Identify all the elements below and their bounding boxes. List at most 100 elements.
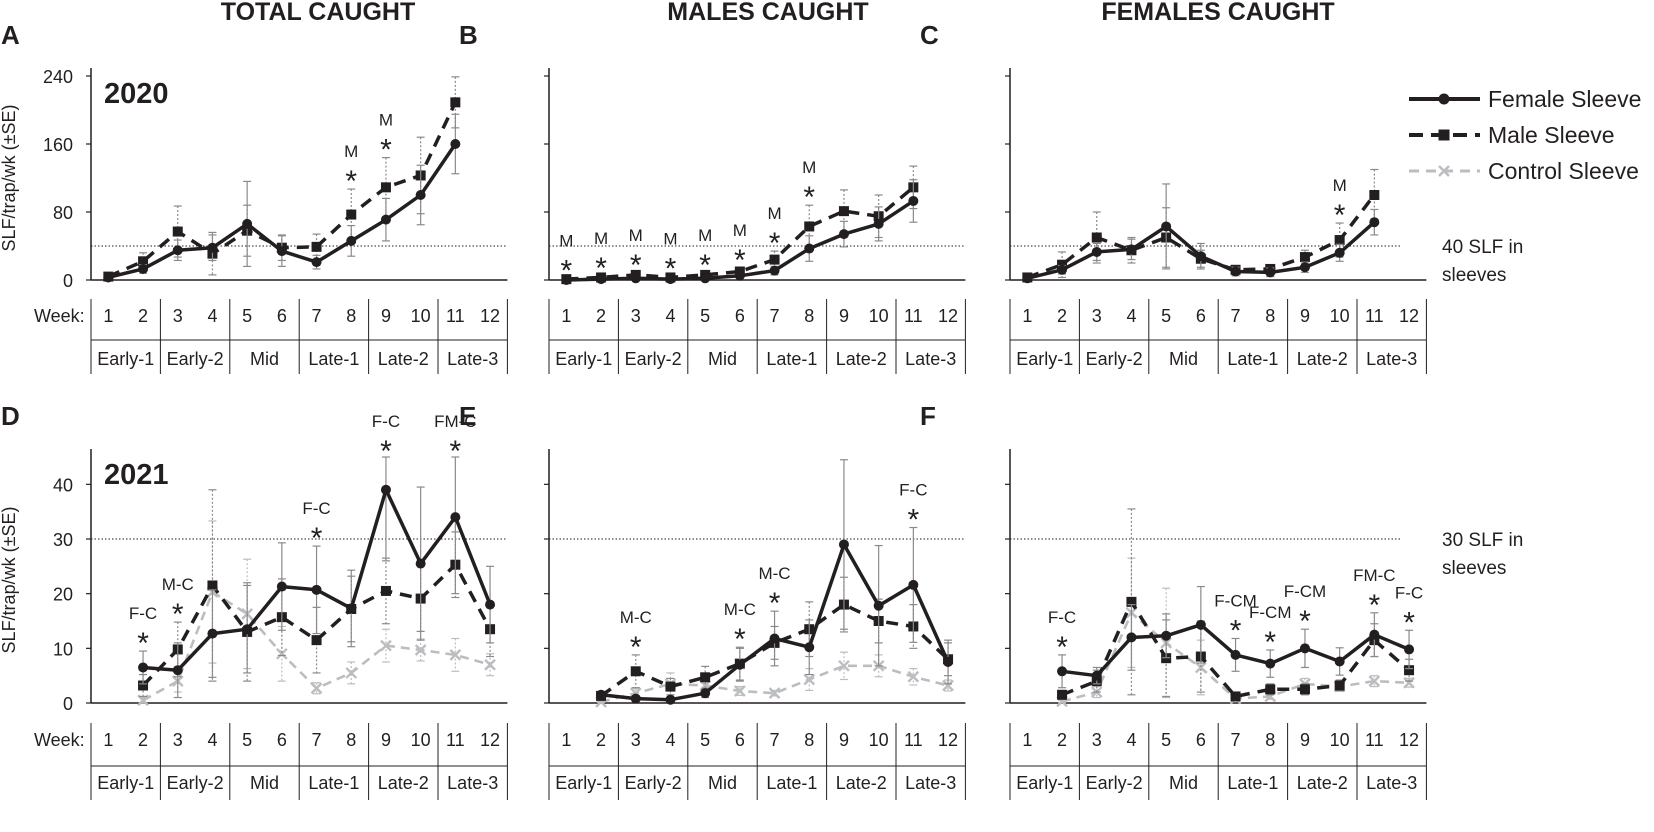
significance-star: * <box>172 598 184 631</box>
point-control <box>414 644 427 656</box>
significance-label: M <box>733 221 747 240</box>
week-label: 11 <box>446 306 465 326</box>
threshold-label: 40 SLF in <box>1442 237 1523 258</box>
point-female <box>1091 670 1102 681</box>
week-label: 9 <box>839 306 849 326</box>
y-axis-label: SLF/trap/wk (±SE) <box>0 507 19 654</box>
week-label: 11 <box>904 730 923 750</box>
significance-star: * <box>1264 626 1276 659</box>
period-label: Mid <box>250 349 279 369</box>
week-label: 4 <box>207 730 217 750</box>
week-label: 12 <box>1399 306 1419 326</box>
point-control <box>838 659 850 672</box>
week-label: 11 <box>1365 730 1384 750</box>
point-female <box>1404 644 1415 655</box>
col-title-males: MALES CAUGHT <box>667 0 868 26</box>
panel-letter-f: F <box>920 401 936 431</box>
y-tick-label: 0 <box>63 271 73 291</box>
period-label: Late-1 <box>1227 349 1278 369</box>
week-label: 8 <box>1265 730 1275 750</box>
y-tick-label: 10 <box>53 639 73 659</box>
period-label: Late-1 <box>308 349 359 369</box>
period-label: Early-1 <box>97 349 154 369</box>
series-female <box>103 113 461 283</box>
point-control <box>380 639 392 652</box>
significance-star: * <box>769 587 781 620</box>
point-male <box>630 666 641 677</box>
significance-star: * <box>380 435 392 468</box>
significance-label: M <box>594 229 608 248</box>
significance-label: M <box>379 111 393 130</box>
week-label: 9 <box>1300 730 1310 750</box>
point-female <box>838 229 849 240</box>
point-female <box>1195 619 1206 630</box>
week-label: 6 <box>1196 306 1206 326</box>
legend-label-male: Male Sleeve <box>1488 122 1615 148</box>
y-tick-label: 160 <box>43 135 73 155</box>
legend-label-control: Control Sleeve <box>1488 158 1639 184</box>
week-label: 6 <box>277 730 287 750</box>
point-male <box>380 182 391 193</box>
week-label: 2 <box>138 730 148 750</box>
point-female <box>769 265 780 276</box>
week-label: 5 <box>242 730 252 750</box>
col-title-total: TOTAL CAUGHT <box>221 0 415 26</box>
point-female <box>1334 247 1345 258</box>
point-female <box>1334 656 1345 667</box>
week-label: 5 <box>1161 306 1171 326</box>
threshold-label: sleeves <box>1442 558 1506 579</box>
week-label: 1 <box>1022 730 1032 750</box>
legend-control-sleeve: Control Sleeve <box>1409 158 1639 184</box>
week-label: 12 <box>480 306 500 326</box>
y-tick-label: 20 <box>53 585 73 605</box>
point-female <box>1369 217 1380 228</box>
week-label: 1 <box>561 730 571 750</box>
point-male <box>1057 259 1068 270</box>
point-male <box>1404 665 1415 676</box>
point-female <box>1265 658 1276 669</box>
series-female <box>1022 183 1380 284</box>
period-label: Late-3 <box>447 773 498 793</box>
point-female <box>242 624 253 635</box>
week-label: 4 <box>665 730 675 750</box>
legend-female-sleeve: Female Sleeve <box>1409 86 1641 112</box>
week-label: 2 <box>1057 730 1067 750</box>
panel-letter-e: E <box>459 401 476 431</box>
point-control <box>768 687 781 700</box>
y-tick-label: 240 <box>43 67 73 87</box>
period-label: Early-2 <box>625 773 682 793</box>
point-female <box>665 694 676 705</box>
point-female <box>172 245 183 256</box>
point-female <box>1230 649 1241 660</box>
period-label: Early-1 <box>1016 349 1073 369</box>
panel-letter-d: D <box>1 401 20 431</box>
significance-label: M <box>663 230 677 249</box>
significance-star: * <box>450 435 462 468</box>
point-female <box>311 584 322 595</box>
week-label: 8 <box>804 730 814 750</box>
point-female <box>838 539 849 550</box>
point-female <box>804 642 815 653</box>
col-title-females: FEMALES CAUGHT <box>1101 0 1334 26</box>
point-female <box>596 274 607 285</box>
significance-star: * <box>1230 614 1242 647</box>
week-label: 10 <box>411 306 431 326</box>
point-female <box>450 139 461 149</box>
point-control <box>310 682 323 695</box>
point-male <box>700 672 711 683</box>
panel-letter-a: A <box>1 20 20 50</box>
week-label: 6 <box>1196 730 1206 750</box>
week-label: 7 <box>1231 730 1241 750</box>
week-label: 1 <box>1022 306 1032 326</box>
point-female <box>415 190 426 200</box>
week-label: 1 <box>103 306 113 326</box>
point-female <box>1265 267 1276 278</box>
significance-star: * <box>908 504 920 537</box>
week-label: 8 <box>804 306 814 326</box>
year-label: 2020 <box>104 78 169 110</box>
significance-star: * <box>630 249 642 282</box>
